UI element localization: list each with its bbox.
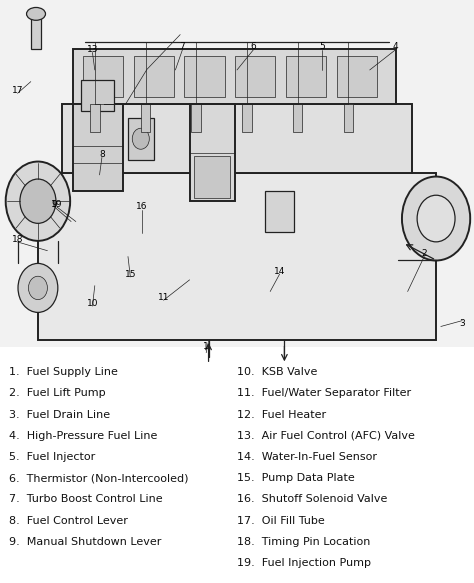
Text: 6: 6 bbox=[251, 42, 256, 51]
Text: 6.  Thermistor (Non-Intercooled): 6. Thermistor (Non-Intercooled) bbox=[9, 473, 189, 483]
Text: 4: 4 bbox=[393, 42, 399, 51]
Circle shape bbox=[20, 179, 56, 223]
Text: 12.  Fuel Heater: 12. Fuel Heater bbox=[237, 409, 326, 420]
Text: 13: 13 bbox=[87, 45, 98, 54]
Bar bbox=[73, 104, 123, 191]
Text: 14: 14 bbox=[274, 266, 285, 276]
Text: 4.  High-Pressure Fuel Line: 4. High-Pressure Fuel Line bbox=[9, 431, 158, 441]
Text: 16.  Shutoff Solenoid Valve: 16. Shutoff Solenoid Valve bbox=[237, 494, 387, 504]
Bar bbox=[31, 14, 41, 48]
Text: 14.  Water-In-Fuel Sensor: 14. Water-In-Fuel Sensor bbox=[237, 452, 377, 462]
Text: 5.  Fuel Injector: 5. Fuel Injector bbox=[9, 452, 96, 462]
Circle shape bbox=[132, 128, 149, 149]
Text: 11.  Fuel/Water Separator Filter: 11. Fuel/Water Separator Filter bbox=[237, 388, 411, 398]
Bar bbox=[265, 191, 294, 233]
Bar bbox=[62, 104, 412, 174]
Bar bbox=[235, 55, 275, 97]
Text: 9.  Manual Shutdown Lever: 9. Manual Shutdown Lever bbox=[9, 537, 162, 547]
Text: 5: 5 bbox=[319, 42, 325, 51]
Text: 15: 15 bbox=[125, 269, 136, 279]
Text: 18.  Timing Pin Location: 18. Timing Pin Location bbox=[237, 537, 370, 547]
Text: 2: 2 bbox=[421, 249, 427, 258]
Circle shape bbox=[28, 276, 47, 300]
Text: 8: 8 bbox=[99, 150, 105, 159]
Text: 17.  Oil Fill Tube: 17. Oil Fill Tube bbox=[237, 515, 325, 526]
Circle shape bbox=[417, 195, 455, 242]
Text: 13.  Air Fuel Control (AFC) Valve: 13. Air Fuel Control (AFC) Valve bbox=[237, 431, 415, 441]
Text: 10: 10 bbox=[87, 298, 98, 308]
Text: 8.  Fuel Control Lever: 8. Fuel Control Lever bbox=[9, 515, 128, 526]
Text: 19: 19 bbox=[51, 199, 63, 209]
Text: 1.  Fuel Supply Line: 1. Fuel Supply Line bbox=[9, 367, 119, 377]
Bar bbox=[73, 48, 396, 104]
Bar bbox=[90, 104, 100, 132]
Bar bbox=[337, 55, 377, 97]
Bar bbox=[293, 104, 302, 132]
Text: 10.  KSB Valve: 10. KSB Valve bbox=[237, 367, 318, 377]
Bar bbox=[134, 55, 174, 97]
Bar bbox=[0, 0, 474, 347]
Text: 17: 17 bbox=[12, 86, 23, 95]
Text: 3.  Fuel Drain Line: 3. Fuel Drain Line bbox=[9, 409, 110, 420]
Text: 7: 7 bbox=[180, 42, 185, 51]
Text: 19.  Fuel Injection Pump: 19. Fuel Injection Pump bbox=[237, 558, 371, 568]
Text: 1: 1 bbox=[203, 342, 209, 352]
Bar bbox=[128, 118, 154, 160]
Text: 15.  Pump Data Plate: 15. Pump Data Plate bbox=[237, 473, 355, 483]
Bar bbox=[191, 104, 201, 132]
Bar bbox=[38, 174, 436, 340]
Circle shape bbox=[6, 161, 70, 241]
Text: 9: 9 bbox=[52, 199, 57, 209]
Circle shape bbox=[402, 177, 470, 261]
Text: 11: 11 bbox=[158, 293, 169, 302]
Text: 3: 3 bbox=[459, 319, 465, 328]
Ellipse shape bbox=[27, 8, 46, 20]
Text: 7.  Turbo Boost Control Line: 7. Turbo Boost Control Line bbox=[9, 494, 163, 504]
Bar bbox=[286, 55, 326, 97]
Bar bbox=[141, 104, 150, 132]
Text: 18: 18 bbox=[12, 234, 23, 244]
Text: 2.  Fuel Lift Pump: 2. Fuel Lift Pump bbox=[9, 388, 106, 398]
Circle shape bbox=[18, 264, 58, 312]
Text: 16: 16 bbox=[137, 202, 148, 212]
Bar bbox=[194, 156, 230, 198]
Bar bbox=[242, 104, 252, 132]
Bar bbox=[184, 55, 225, 97]
Bar bbox=[344, 104, 353, 132]
Bar bbox=[83, 55, 123, 97]
Bar bbox=[81, 80, 114, 111]
Bar bbox=[190, 104, 235, 201]
